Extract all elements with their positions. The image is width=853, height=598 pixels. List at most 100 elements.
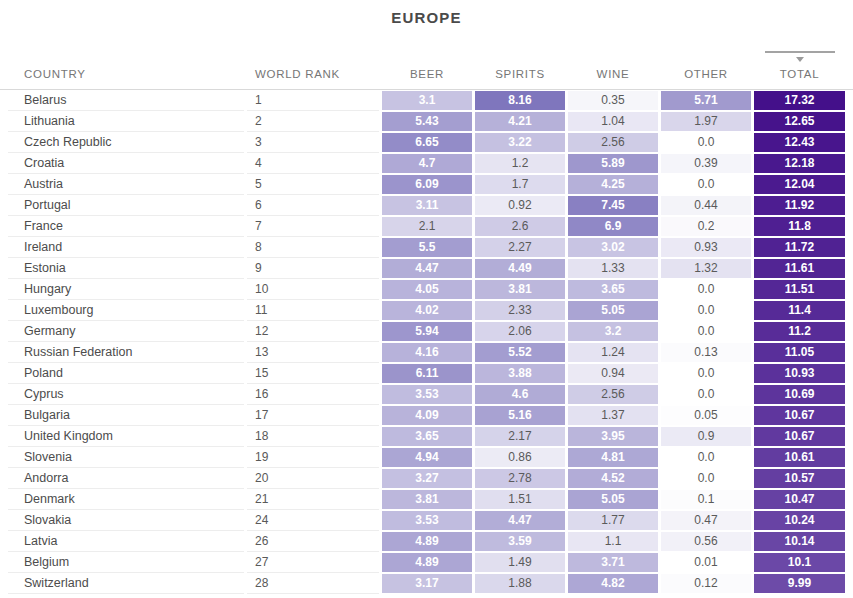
wine-value-cell: 6.9: [568, 217, 658, 236]
other-value-cell: 0.93: [661, 238, 751, 257]
wine-value-cell: 5.05: [568, 490, 658, 509]
wine-value-cell: 3.95: [568, 427, 658, 446]
country-cell[interactable]: Belarus: [8, 90, 244, 111]
table-row: Cyprus163.534.62.560.010.69: [0, 384, 853, 405]
spirits-value-cell: 4.6: [475, 385, 565, 404]
total-value-cell: 9.99: [754, 574, 845, 593]
total-value-cell: 12.43: [754, 133, 845, 152]
column-header-total-label: TOTAL: [780, 68, 820, 80]
other-value-cell: 0.0: [661, 175, 751, 194]
beer-value-cell: 3.53: [382, 385, 472, 404]
spirits-value-cell: 2.33: [475, 301, 565, 320]
spirits-value-cell: 3.59: [475, 532, 565, 551]
world-rank-cell: 17: [247, 405, 379, 426]
other-value-cell: 5.71: [661, 91, 751, 110]
table-row: Estonia94.474.491.331.3211.61: [0, 258, 853, 279]
total-value-cell: 12.18: [754, 154, 845, 173]
wine-value-cell: 4.81: [568, 448, 658, 467]
total-value-cell: 10.57: [754, 469, 845, 488]
country-cell[interactable]: Slovenia: [8, 447, 244, 468]
country-cell[interactable]: Portugal: [8, 195, 244, 216]
country-cell[interactable]: Lithuania: [8, 111, 244, 132]
beer-value-cell: 5.5: [382, 238, 472, 257]
column-header-country[interactable]: COUNTRY: [8, 68, 244, 89]
table-body: Belarus13.18.160.355.7117.32Lithuania25.…: [0, 90, 853, 594]
table-row: Andorra203.272.784.520.010.57: [0, 468, 853, 489]
sort-desc-icon[interactable]: [796, 57, 804, 62]
column-header-spirits[interactable]: SPIRITS: [475, 68, 565, 89]
country-cell[interactable]: Bulgaria: [8, 405, 244, 426]
column-header-beer[interactable]: BEER: [382, 68, 472, 89]
spirits-value-cell: 8.16: [475, 91, 565, 110]
wine-value-cell: 3.02: [568, 238, 658, 257]
table-row: Latvia264.893.591.10.5610.14: [0, 531, 853, 552]
world-rank-cell: 28: [247, 573, 379, 594]
other-value-cell: 1.97: [661, 112, 751, 131]
country-cell[interactable]: Slovakia: [8, 510, 244, 531]
country-cell[interactable]: United Kingdom: [8, 426, 244, 447]
column-header-total[interactable]: TOTAL: [754, 51, 845, 89]
spirits-value-cell: 1.88: [475, 574, 565, 593]
wine-value-cell: 4.25: [568, 175, 658, 194]
table-row: Poland156.113.880.940.010.93: [0, 363, 853, 384]
world-rank-cell: 18: [247, 426, 379, 447]
total-value-cell: 11.4: [754, 301, 845, 320]
country-cell[interactable]: Poland: [8, 363, 244, 384]
country-cell[interactable]: Czech Republic: [8, 132, 244, 153]
spirits-value-cell: 2.17: [475, 427, 565, 446]
country-cell[interactable]: Germany: [8, 321, 244, 342]
beer-value-cell: 6.09: [382, 175, 472, 194]
other-value-cell: 0.0: [661, 280, 751, 299]
country-cell[interactable]: Luxembourg: [8, 300, 244, 321]
world-rank-cell: 13: [247, 342, 379, 363]
beer-value-cell: 5.94: [382, 322, 472, 341]
world-rank-cell: 21: [247, 489, 379, 510]
country-cell[interactable]: Switzerland: [8, 573, 244, 594]
country-cell[interactable]: Austria: [8, 174, 244, 195]
spirits-value-cell: 0.92: [475, 196, 565, 215]
other-value-cell: 0.56: [661, 532, 751, 551]
column-header-other[interactable]: OTHER: [661, 68, 751, 89]
country-cell[interactable]: France: [8, 216, 244, 237]
country-cell[interactable]: Belgium: [8, 552, 244, 573]
other-value-cell: 1.32: [661, 259, 751, 278]
world-rank-cell: 8: [247, 237, 379, 258]
country-cell[interactable]: Russian Federation: [8, 342, 244, 363]
country-cell[interactable]: Hungary: [8, 279, 244, 300]
other-value-cell: 0.0: [661, 448, 751, 467]
total-value-cell: 11.51: [754, 280, 845, 299]
total-value-cell: 10.24: [754, 511, 845, 530]
country-cell[interactable]: Cyprus: [8, 384, 244, 405]
country-cell[interactable]: Ireland: [8, 237, 244, 258]
wine-value-cell: 1.37: [568, 406, 658, 425]
spirits-value-cell: 5.52: [475, 343, 565, 362]
world-rank-cell: 27: [247, 552, 379, 573]
world-rank-cell: 4: [247, 153, 379, 174]
wine-value-cell: 1.24: [568, 343, 658, 362]
column-header-wine[interactable]: WINE: [568, 68, 658, 89]
beer-value-cell: 6.11: [382, 364, 472, 383]
total-value-cell: 11.2: [754, 322, 845, 341]
country-cell[interactable]: Croatia: [8, 153, 244, 174]
wine-value-cell: 2.56: [568, 385, 658, 404]
world-rank-cell: 12: [247, 321, 379, 342]
table-row: Bulgaria174.095.161.370.0510.67: [0, 405, 853, 426]
country-cell[interactable]: Andorra: [8, 468, 244, 489]
total-value-cell: 10.1: [754, 553, 845, 572]
beer-value-cell: 3.11: [382, 196, 472, 215]
country-cell[interactable]: Denmark: [8, 489, 244, 510]
world-rank-cell: 15: [247, 363, 379, 384]
country-cell[interactable]: Latvia: [8, 531, 244, 552]
country-cell[interactable]: Estonia: [8, 258, 244, 279]
wine-value-cell: 4.82: [568, 574, 658, 593]
other-value-cell: 0.0: [661, 322, 751, 341]
spirits-value-cell: 4.21: [475, 112, 565, 131]
spirits-value-cell: 1.51: [475, 490, 565, 509]
title-bar: EUROPE: [0, 0, 853, 34]
other-value-cell: 0.12: [661, 574, 751, 593]
table-row: Germany125.942.063.20.011.2: [0, 321, 853, 342]
beer-value-cell: 4.05: [382, 280, 472, 299]
table-row: France72.12.66.90.211.8: [0, 216, 853, 237]
column-header-world-rank[interactable]: WORLD RANK: [247, 68, 379, 89]
world-rank-cell: 24: [247, 510, 379, 531]
